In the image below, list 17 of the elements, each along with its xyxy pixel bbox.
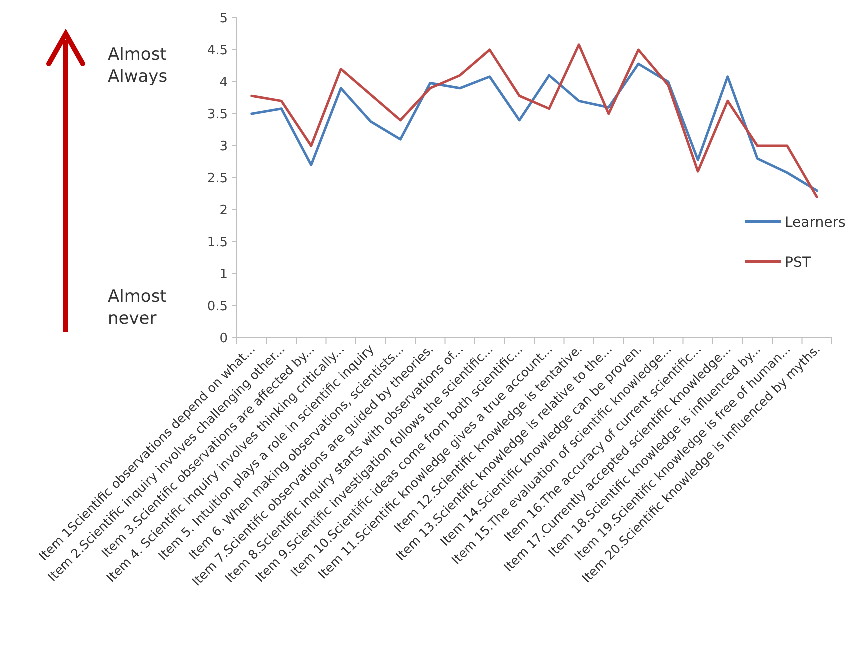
- text: Almost never: [108, 287, 168, 329]
- legend-label: Learners: [785, 214, 846, 231]
- y-tick-label: 2.5: [207, 172, 228, 187]
- y-tick-label: 3.5: [207, 108, 228, 123]
- y-tick-label: 3: [220, 140, 228, 155]
- y-tick-label: 4: [220, 76, 228, 91]
- y-tick-label: 1.5: [207, 236, 228, 251]
- y-tick-label: 1: [220, 268, 228, 283]
- line-series: [250, 44, 818, 198]
- y-tick-label: 2: [220, 204, 228, 219]
- line-series: [250, 62, 818, 192]
- y-tick-label: 4.5: [207, 44, 228, 59]
- y-tick-label: 0: [220, 332, 228, 347]
- legend-label: PST: [785, 254, 812, 271]
- y-tick-label: 0.5: [207, 300, 228, 315]
- y-tick-label: 5: [220, 12, 228, 27]
- text: Almost Always: [108, 45, 168, 87]
